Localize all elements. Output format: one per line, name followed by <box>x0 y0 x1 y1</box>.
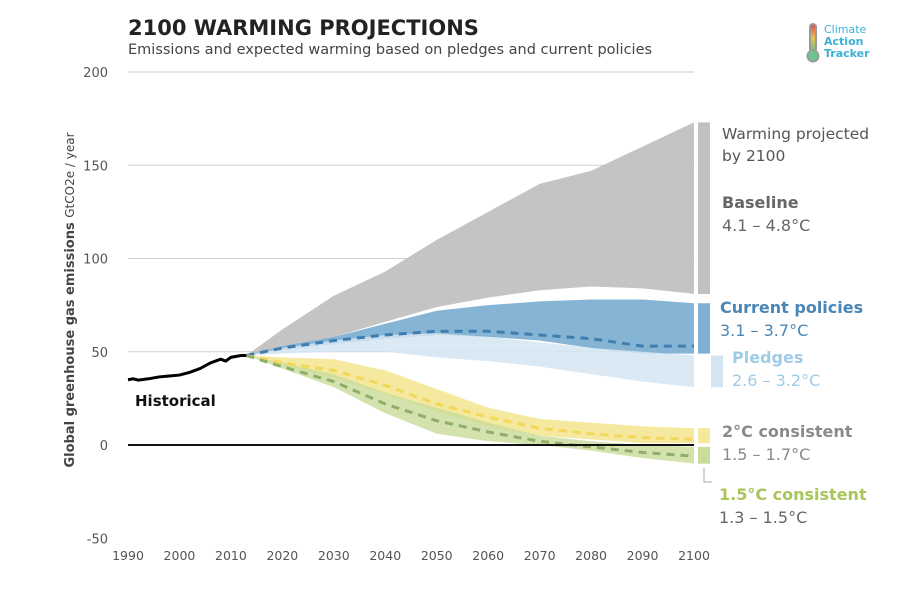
connector-line <box>703 468 712 483</box>
range-baseline: 4.1 – 4.8°C <box>722 216 810 235</box>
band-baseline <box>246 122 694 356</box>
x-tick-label: 2070 <box>524 548 556 563</box>
label-pledges: Pledges <box>732 348 803 367</box>
x-tick-label: 1990 <box>112 548 144 563</box>
y-tick-label: 200 <box>83 66 108 81</box>
warming-header-line2: by 2100 <box>722 147 785 165</box>
warming-header-line1: Warming projected <box>722 125 869 143</box>
y-tick-label: 150 <box>83 159 108 174</box>
label-1-5-c-consistent: 1.5°C consistent <box>719 485 867 504</box>
chart-title: 2100 WARMING PROJECTIONS <box>128 16 479 40</box>
range-bar-baseline <box>698 122 710 294</box>
chart-subtitle: Emissions and expected warming based on … <box>128 42 653 58</box>
x-tick-label: 2100 <box>678 548 710 563</box>
range-bar-2-c-consistent <box>698 428 710 444</box>
range-pledges: 2.6 – 3.2°C <box>732 371 820 390</box>
median-current-policies <box>246 329 694 357</box>
logo-line3: Tracker <box>824 47 870 60</box>
historical-line <box>127 353 247 382</box>
y-axis-label: Global greenhouse gas emissions GtCO2e /… <box>63 132 78 467</box>
x-tick-label: 2010 <box>215 548 247 563</box>
label-baseline: Baseline <box>722 193 799 212</box>
label-2-c-consistent: 2°C consistent <box>722 422 853 441</box>
logo-line2: Action <box>824 35 864 48</box>
y-tick-label: 50 <box>91 346 108 361</box>
range-1-5-c-consistent: 1.3 – 1.5°C <box>719 508 807 527</box>
range-2-c-consistent: 1.5 – 1.7°C <box>722 445 810 464</box>
band-pledges <box>246 333 694 388</box>
x-tick-label: 2050 <box>421 548 453 563</box>
climate-action-tracker-logo: Climate Action Tracker <box>806 22 896 64</box>
range-current-policies: 3.1 – 3.7°C <box>720 321 808 340</box>
x-tick-label: 2090 <box>627 548 659 563</box>
y-tick-label: -50 <box>87 532 108 547</box>
historical-label: Historical <box>135 392 216 410</box>
range-bar-pledges <box>711 355 723 388</box>
logo-line1: Climate <box>824 23 867 36</box>
thermometer-icon <box>806 23 820 63</box>
y-tick-label: 0 <box>100 439 108 454</box>
x-tick-label: 2020 <box>266 548 298 563</box>
x-tick-label: 2040 <box>369 548 401 563</box>
median-2-c-consistent <box>246 354 695 441</box>
y-tick-label: 100 <box>83 253 108 268</box>
median-1-5-c-consistent <box>245 354 695 458</box>
x-tick-label: 2080 <box>575 548 607 563</box>
label-current-policies: Current policies <box>720 298 863 317</box>
x-tick-label: 2060 <box>472 548 504 563</box>
x-tick-label: 2000 <box>164 548 196 563</box>
range-bar-1-5-c-consistent <box>698 446 710 464</box>
x-tick-label: 2030 <box>318 548 350 563</box>
band-1-5-c-consistent <box>246 355 694 464</box>
range-bar-current-policies <box>698 303 710 354</box>
